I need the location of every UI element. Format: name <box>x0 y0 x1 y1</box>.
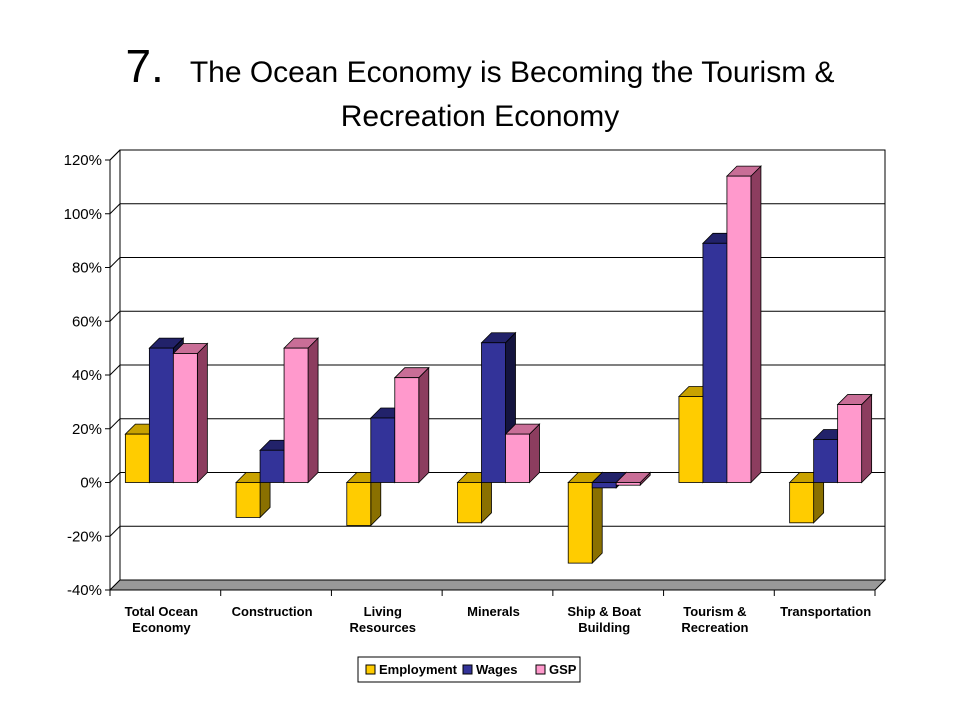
y-tick-label: 60% <box>72 313 102 330</box>
legend-label-gsp: GSP <box>549 662 577 677</box>
plot-floor <box>108 579 887 591</box>
bar-employment <box>457 482 482 524</box>
x-category-label: Economy <box>132 620 191 635</box>
title-number: 7. <box>125 40 164 92</box>
bar-wages <box>370 417 396 483</box>
y-axis-depth <box>109 149 121 161</box>
bar-side-gsp <box>750 165 762 484</box>
bar-wages <box>591 482 617 489</box>
y-axis: -40% -20% 0% 20% 40% 60% 80% 100% 120% <box>64 149 121 599</box>
y-tick-label: 0% <box>80 475 102 492</box>
bar-gsp <box>726 175 752 483</box>
legend-swatch-wages <box>462 664 473 675</box>
bar-gsp <box>837 404 863 483</box>
x-category-label: Transportation <box>780 604 871 619</box>
legend-swatch-employment <box>365 664 376 675</box>
x-category-label: Tourism & <box>683 604 746 619</box>
y-tick-label: 100% <box>64 206 102 223</box>
legend-swatch-gsp <box>535 664 546 675</box>
x-category-label: Construction <box>232 604 313 619</box>
bar-gsp <box>615 482 641 486</box>
gridline-depth <box>109 525 121 537</box>
bar-employment <box>124 433 150 483</box>
y-tick-label: 80% <box>72 260 102 277</box>
bar-gsp <box>505 433 530 483</box>
gridline-depth <box>109 310 121 322</box>
x-category-label: Resources <box>350 620 416 635</box>
bar-employment <box>235 482 261 518</box>
bar-wages <box>259 449 285 483</box>
gridline-depth <box>109 418 121 430</box>
x-category-label: Living <box>364 604 402 619</box>
x-category-label: Ship & Boat <box>567 604 641 619</box>
bar-employment <box>789 482 815 524</box>
x-category-label: Total Ocean <box>125 604 199 619</box>
bar-employment <box>678 396 704 483</box>
bar-gsp <box>283 347 309 483</box>
bar-employment <box>567 482 593 564</box>
y-tick-label: -20% <box>67 528 102 545</box>
slide-title: 7. The Ocean Economy is Becoming the Tour… <box>60 38 900 135</box>
y-tick-label: 40% <box>72 367 102 384</box>
y-tick-label: 120% <box>64 152 102 169</box>
x-category-label: Recreation <box>681 620 748 635</box>
gridline-depth <box>109 257 121 268</box>
bar-side-gsp <box>418 366 430 484</box>
gridline-depth <box>109 472 121 483</box>
bar-wages <box>702 242 728 483</box>
bar-side-gsp <box>861 393 873 484</box>
title-text-1: The Ocean Economy is Becoming the Touris… <box>189 56 835 89</box>
x-category-label: Building <box>578 620 630 635</box>
bar-side-gsp <box>196 342 208 484</box>
gridline-depth <box>109 203 121 215</box>
bar-gsp <box>172 353 198 483</box>
bars <box>124 165 873 565</box>
x-category-label: Minerals <box>467 604 520 619</box>
bar-gsp <box>394 377 420 483</box>
bar-wages <box>481 342 506 483</box>
legend: Employment Wages GSP <box>357 656 581 683</box>
y-tick-label: -40% <box>67 582 102 599</box>
y-tick-label: 20% <box>72 421 102 438</box>
bar-wages <box>148 347 174 483</box>
legend-label-employment: Employment <box>379 662 458 677</box>
bar-employment <box>346 482 372 526</box>
legend-label-wages: Wages <box>476 662 517 677</box>
bar-wages <box>813 439 839 483</box>
bar-side-gsp <box>307 337 319 484</box>
title-line-2: Recreation Economy <box>340 99 620 133</box>
gridline-depth <box>109 364 121 376</box>
title-line-1: 7. The Ocean Economy is Becoming the Tour… <box>60 38 900 96</box>
